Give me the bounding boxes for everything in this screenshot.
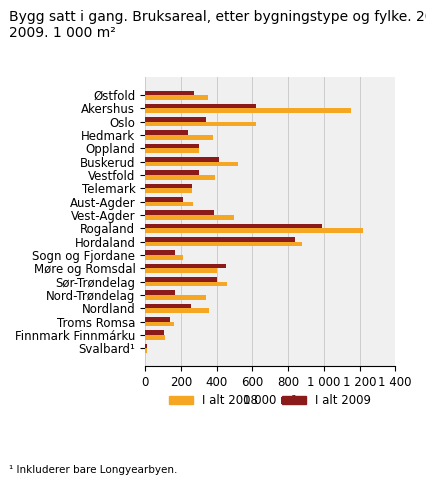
Bar bbox=[145, 202, 193, 206]
Bar bbox=[145, 317, 170, 322]
Bar bbox=[145, 91, 194, 95]
Bar bbox=[145, 197, 182, 202]
Bar bbox=[145, 170, 198, 175]
Bar bbox=[145, 268, 216, 273]
Bar bbox=[145, 215, 234, 220]
Bar bbox=[145, 228, 362, 233]
Bar bbox=[145, 277, 216, 282]
Bar bbox=[145, 295, 205, 300]
Bar bbox=[145, 210, 213, 215]
Bar bbox=[145, 303, 190, 308]
Bar bbox=[145, 157, 219, 162]
Bar bbox=[145, 175, 214, 180]
Text: ¹ Inkluderer bare Longyearbyen.: ¹ Inkluderer bare Longyearbyen. bbox=[9, 465, 176, 475]
Bar bbox=[145, 131, 187, 135]
Bar bbox=[145, 184, 192, 188]
Bar bbox=[145, 282, 227, 286]
Bar bbox=[145, 135, 213, 140]
Bar bbox=[145, 188, 191, 193]
Bar bbox=[145, 104, 255, 108]
Bar bbox=[145, 108, 350, 113]
Bar bbox=[145, 95, 207, 100]
Bar bbox=[145, 330, 164, 335]
Bar bbox=[145, 241, 302, 246]
Bar bbox=[145, 144, 198, 148]
Bar bbox=[145, 322, 173, 326]
Bar bbox=[145, 255, 182, 260]
Bar bbox=[145, 117, 205, 122]
Bar bbox=[145, 148, 198, 153]
Bar bbox=[145, 344, 147, 348]
Bar bbox=[145, 308, 209, 313]
Bar bbox=[145, 348, 147, 353]
Bar bbox=[145, 122, 255, 126]
Bar bbox=[145, 250, 175, 255]
Bar bbox=[145, 162, 237, 167]
Bar bbox=[145, 237, 294, 241]
X-axis label: 1 000 m²: 1 000 m² bbox=[243, 394, 296, 407]
Bar bbox=[145, 224, 321, 228]
Legend: I alt 2008, I alt 2009: I alt 2008, I alt 2009 bbox=[164, 390, 375, 412]
Bar bbox=[145, 264, 225, 268]
Text: Bygg satt i gang. Bruksareal, etter bygningstype og fylke. 2008 og
2009. 1 000 m: Bygg satt i gang. Bruksareal, etter bygn… bbox=[9, 10, 426, 40]
Bar bbox=[145, 290, 175, 295]
Bar bbox=[145, 335, 164, 339]
